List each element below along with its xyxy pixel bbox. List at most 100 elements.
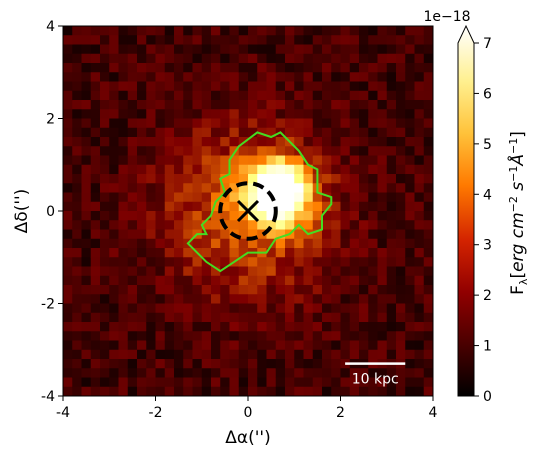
heatmap-pixel: [109, 349, 120, 360]
heatmap-pixel: [90, 248, 101, 258]
heatmap-pixel: [322, 201, 332, 212]
heatmap-pixel: [423, 294, 433, 305]
heatmap-pixel: [368, 303, 379, 314]
heatmap-pixel: [423, 238, 433, 249]
heatmap-pixel: [349, 201, 360, 212]
heatmap-pixel: [72, 164, 83, 175]
heatmap-pixel: [312, 386, 323, 396]
heatmap-pixel: [303, 100, 314, 110]
heatmap-pixel: [377, 257, 388, 268]
heatmap-pixel: [174, 26, 184, 36]
heatmap-pixel: [423, 340, 433, 351]
heatmap-pixel: [414, 127, 425, 138]
heatmap-pixel: [238, 377, 249, 388]
heatmap-pixel: [414, 359, 425, 369]
heatmap-pixel: [386, 183, 397, 194]
heatmap-pixel: [303, 44, 314, 55]
heatmap-pixel: [146, 322, 157, 332]
heatmap-pixel: [285, 44, 295, 55]
heatmap-pixel: [192, 81, 203, 92]
heatmap-pixel: [322, 63, 332, 73]
heatmap-pixel: [127, 26, 138, 36]
heatmap-pixel: [312, 257, 323, 268]
heatmap-pixel: [322, 257, 332, 268]
heatmap-pixel: [220, 174, 231, 184]
heatmap-pixel: [211, 377, 221, 388]
heatmap-pixel: [322, 275, 332, 286]
heatmap-pixel: [109, 377, 120, 388]
heatmap-pixel: [109, 220, 120, 231]
heatmap-pixel: [118, 63, 129, 73]
heatmap-pixel: [192, 53, 203, 64]
x-axis: -4 -2 0 2 4: [56, 396, 438, 421]
heatmap-pixel: [331, 118, 342, 129]
heatmap-pixel: [349, 220, 360, 231]
heatmap-pixel: [294, 90, 305, 101]
heatmap-pixel: [192, 90, 203, 101]
heatmap-pixel: [405, 164, 416, 175]
heatmap-pixel: [359, 368, 369, 379]
heatmap-pixel: [109, 127, 120, 138]
heatmap-pixel: [294, 72, 305, 83]
heatmap-pixel: [359, 294, 369, 305]
heatmap-pixel: [220, 155, 231, 166]
heatmap-pixel: [164, 257, 175, 268]
heatmap-pixel: [312, 238, 323, 249]
heatmap-pixel: [118, 359, 129, 369]
heatmap-pixel: [377, 192, 388, 203]
heatmap-pixel: [396, 257, 406, 268]
heatmap-pixel: [285, 146, 295, 157]
heatmap-pixel: [63, 349, 73, 360]
heatmap-pixel: [266, 63, 277, 73]
heatmap-pixel: [386, 100, 397, 110]
heatmap-pixel: [164, 146, 175, 157]
heatmap-pixel: [349, 266, 360, 277]
heatmap-pixel: [137, 248, 147, 258]
heatmap-pixel: [312, 201, 323, 212]
heatmap-pixel: [229, 266, 240, 277]
heatmap-pixel: [331, 211, 342, 221]
heatmap-pixel: [275, 174, 286, 184]
heatmap-pixel: [312, 368, 323, 379]
heatmap-pixel: [220, 331, 231, 342]
heatmap-pixel: [322, 118, 332, 129]
heatmap-pixel: [100, 312, 110, 323]
heatmap-pixel: [109, 183, 120, 194]
heatmap-pixel: [127, 238, 138, 249]
heatmap-pixel: [405, 257, 416, 268]
heatmap-pixel: [405, 312, 416, 323]
heatmap-pixel: [331, 137, 342, 147]
heatmap-pixel: [127, 303, 138, 314]
heatmap-pixel: [414, 201, 425, 212]
heatmap-pixel: [81, 368, 92, 379]
heatmap-pixel: [257, 340, 268, 351]
heatmap-pixel: [192, 386, 203, 396]
heatmap-pixel: [109, 331, 120, 342]
heatmap-pixel: [220, 386, 231, 396]
heatmap-pixel: [100, 201, 110, 212]
heatmap-pixel: [63, 303, 73, 314]
heatmap-pixel: [359, 81, 369, 92]
heatmap-pixel: [349, 90, 360, 101]
heatmap-pixel: [164, 386, 175, 396]
heatmap-pixel: [81, 312, 92, 323]
heatmap-pixel: [211, 192, 221, 203]
heatmap-pixel: [183, 368, 194, 379]
heatmap-pixel: [127, 257, 138, 268]
heatmap-pixel: [377, 368, 388, 379]
heatmap-pixel: [137, 100, 147, 110]
heatmap-pixel: [257, 192, 268, 203]
heatmap-pixel: [414, 340, 425, 351]
heatmap-pixel: [238, 359, 249, 369]
heatmap-pixel: [183, 266, 194, 277]
heatmap-pixel: [238, 155, 249, 166]
heatmap-pixel: [322, 174, 332, 184]
heatmap-pixel: [192, 146, 203, 157]
heatmap-pixel: [423, 303, 433, 314]
heatmap-pixel: [340, 63, 351, 73]
heatmap-pixel: [414, 257, 425, 268]
heatmap-pixel: [331, 238, 342, 249]
heatmap-pixel: [118, 192, 129, 203]
heatmap-pixel: [118, 275, 129, 286]
